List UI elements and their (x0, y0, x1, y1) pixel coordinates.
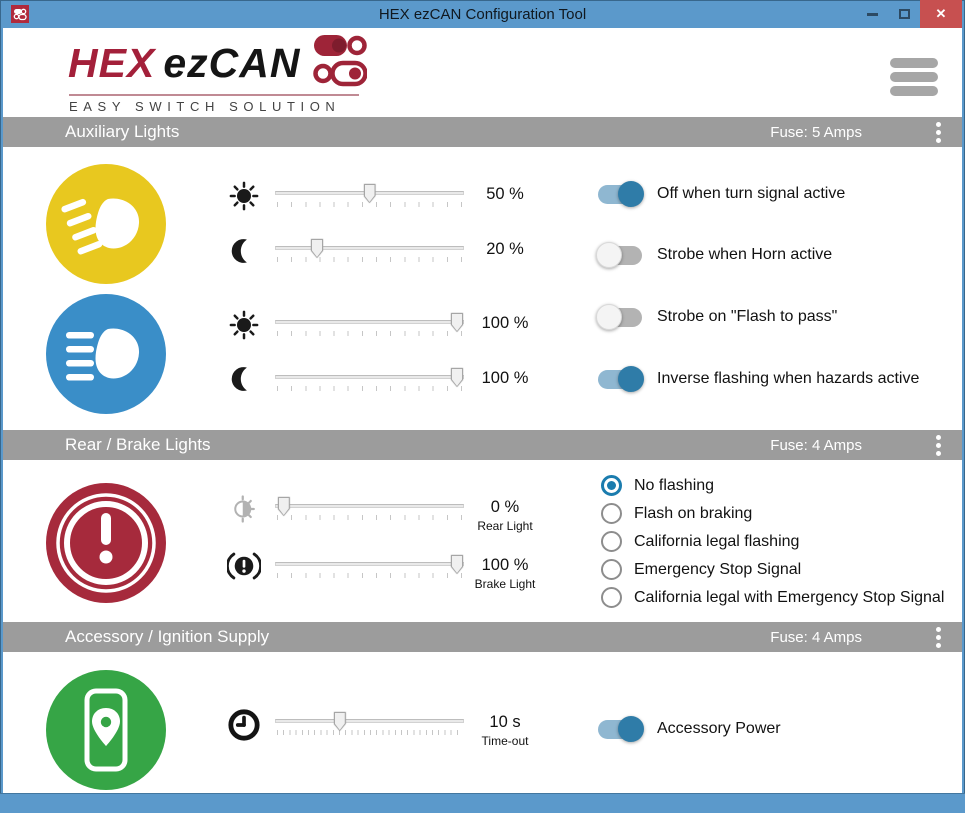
brand-ezcan-text: ezCAN (163, 40, 301, 86)
slider-timeout[interactable] (275, 712, 464, 735)
app-logo-icon (11, 5, 29, 23)
high-beam-icon (46, 294, 166, 414)
radio-label: No flashing (634, 476, 715, 494)
section-header-auxiliary-lights: Auxiliary Lights Fuse: 5 Amps (3, 117, 962, 147)
fuse-rating: Fuse: 4 Amps (770, 628, 862, 646)
toggle-label: Inverse flashing when hazards active (657, 370, 920, 387)
section-rear-brake-lights: 0 % Rear Light 100 % Brake Light (3, 460, 962, 622)
slider-value: 100 % Brake Light (474, 556, 536, 591)
slider-ticks (277, 331, 462, 336)
brand-logo: HEX ezCAN (68, 40, 300, 87)
slider-thumb[interactable] (277, 497, 290, 516)
sun-dim-icon (222, 494, 266, 524)
slider-day-brightness[interactable] (275, 313, 464, 336)
accessory-device-icon (46, 670, 166, 790)
brake-warning-icon (46, 483, 166, 603)
radio-label: Flash on braking (634, 504, 753, 522)
sun-icon (222, 181, 266, 211)
slider-ticks (277, 730, 462, 735)
slider-thumb[interactable] (451, 313, 463, 332)
section-header-accessory-ignition: Accessory / Ignition Supply Fuse: 4 Amps (3, 622, 962, 652)
slider-brake-light[interactable] (275, 555, 464, 578)
slider-thumb[interactable] (363, 184, 376, 203)
radio-california-legal[interactable] (601, 531, 622, 552)
moon-icon (222, 365, 266, 393)
slider-thumb[interactable] (451, 555, 463, 574)
slider-value: 10 s Time-out (481, 713, 529, 748)
toggle-inverse-flashing-hazards[interactable] (598, 366, 644, 392)
section-menu-icon[interactable] (928, 117, 948, 147)
brand-mark-icon (313, 34, 368, 97)
moon-icon (222, 237, 266, 265)
section-menu-icon[interactable] (928, 430, 948, 460)
radio-label: Emergency Stop Signal (634, 560, 802, 578)
slider-ticks (277, 573, 462, 578)
radio-no-flashing[interactable] (601, 475, 622, 496)
radio-flash-on-braking[interactable] (601, 503, 622, 524)
slider-ticks (277, 386, 462, 391)
brand-tagline: EASY SWITCH SOLUTION (69, 99, 341, 114)
maximize-button[interactable] (889, 0, 919, 28)
radio-label: California legal with Emergency Stop Sig… (634, 588, 945, 606)
window-footer (0, 793, 965, 813)
slider-value: 20 % (486, 240, 524, 258)
fog-light-icon (46, 164, 166, 284)
slider-thumb[interactable] (451, 368, 463, 387)
main-content: HEX ezCAN EASY SWITCH SOLUTION Auxilia (3, 28, 962, 793)
close-button[interactable]: ✕ (920, 0, 962, 28)
section-title: Rear / Brake Lights (65, 435, 211, 454)
section-title: Auxiliary Lights (65, 122, 180, 141)
slider-night-brightness[interactable] (275, 239, 464, 262)
toggle-strobe-flash-to-pass[interactable] (596, 304, 642, 330)
section-header-rear-brake-lights: Rear / Brake Lights Fuse: 4 Amps (3, 430, 962, 460)
slider-value: 100 % (481, 369, 529, 387)
slider-day-brightness[interactable] (275, 184, 464, 207)
section-auxiliary-lights: 50 % 20 % 100 % (3, 147, 962, 430)
minimize-button[interactable] (857, 0, 887, 28)
slider-value: 100 % (481, 314, 529, 332)
radio-emergency-stop[interactable] (601, 559, 622, 580)
section-title: Accessory / Ignition Supply (65, 627, 270, 646)
fuse-rating: Fuse: 5 Amps (770, 123, 862, 141)
slider-night-brightness[interactable] (275, 368, 464, 391)
slider-ticks (277, 257, 462, 262)
toggle-label: Accessory Power (657, 720, 781, 737)
window-title: HEX ezCAN Configuration Tool (378, 5, 587, 23)
brake-icon (222, 552, 266, 580)
toggle-accessory-power[interactable] (598, 716, 644, 742)
radio-california-emergency-stop[interactable] (601, 587, 622, 608)
toggle-label: Off when turn signal active (657, 185, 846, 202)
slider-value: 50 % (486, 185, 524, 203)
slider-rear-light[interactable] (275, 497, 464, 520)
slider-ticks (277, 515, 462, 520)
section-menu-icon[interactable] (928, 622, 948, 652)
radio-label: California legal flashing (634, 532, 800, 550)
menu-hamburger-icon[interactable] (890, 58, 938, 100)
slider-thumb[interactable] (333, 712, 346, 731)
brand-hex-text: HEX (68, 40, 156, 86)
slider-thumb[interactable] (311, 239, 323, 258)
toggle-strobe-horn[interactable] (596, 242, 642, 268)
clock-icon (222, 708, 266, 742)
sun-icon (222, 310, 266, 340)
toggle-off-when-turn-signal[interactable] (598, 181, 644, 207)
slider-value: 0 % Rear Light (477, 498, 533, 533)
toggle-label: Strobe on "Flash to pass" (657, 308, 838, 325)
slider-ticks (277, 202, 462, 207)
section-accessory-ignition: 10 s Time-out Accessory Power (3, 652, 962, 793)
app-header: HEX ezCAN EASY SWITCH SOLUTION (3, 28, 962, 117)
toggle-label: Strobe when Horn active (657, 246, 833, 263)
titlebar: HEX ezCAN Configuration Tool ✕ (0, 0, 965, 28)
fuse-rating: Fuse: 4 Amps (770, 436, 862, 454)
logo-divider (69, 94, 359, 96)
